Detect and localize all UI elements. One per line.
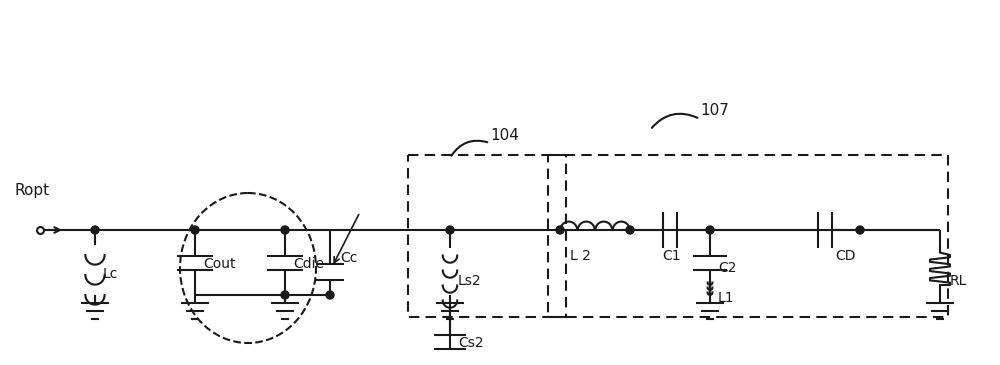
Circle shape (706, 226, 714, 234)
Circle shape (446, 226, 454, 234)
Text: C1: C1 (662, 249, 681, 263)
Circle shape (626, 226, 634, 234)
Circle shape (91, 226, 99, 234)
Text: 104: 104 (490, 128, 519, 143)
Circle shape (326, 291, 334, 299)
Bar (548, 155, 948, 317)
Circle shape (191, 226, 199, 234)
Circle shape (556, 226, 564, 234)
Bar (408, 155, 566, 317)
Circle shape (856, 226, 864, 234)
Text: Ropt: Ropt (15, 183, 50, 198)
Text: 107: 107 (700, 103, 729, 118)
Text: Cout: Cout (203, 257, 236, 271)
Text: Cc: Cc (340, 251, 357, 265)
Text: RL: RL (950, 274, 967, 288)
Circle shape (281, 226, 289, 234)
Text: L 2: L 2 (570, 249, 591, 263)
Circle shape (281, 291, 289, 299)
Text: C2: C2 (718, 261, 736, 275)
Text: Cs2: Cs2 (458, 336, 484, 350)
Text: L1: L1 (718, 291, 735, 305)
Text: CD: CD (835, 249, 856, 263)
Text: Ls2: Ls2 (458, 274, 482, 288)
Text: Lc: Lc (103, 267, 118, 281)
Text: Cdie: Cdie (293, 257, 324, 271)
